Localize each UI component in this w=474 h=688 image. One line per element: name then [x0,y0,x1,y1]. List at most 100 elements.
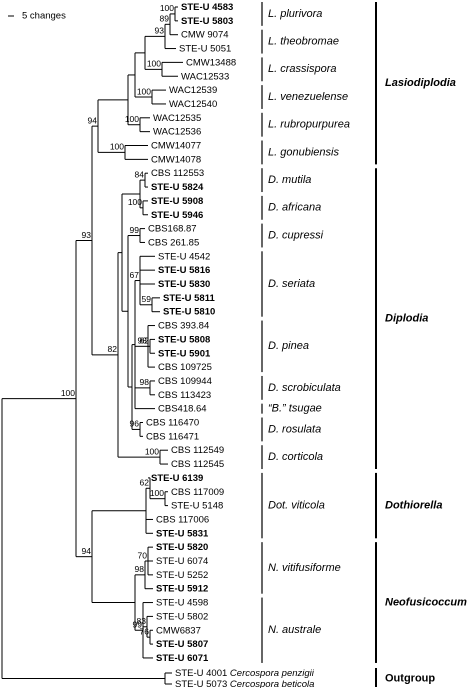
taxon-id: STE-U 5802 [156,611,208,622]
support-value: 83 [137,616,147,626]
species-label: D. pinea [268,340,309,352]
taxon-id: CBS168.87 [148,223,197,234]
taxon-id: STE-U 5816 [158,265,210,276]
taxon-label: STE-U 5908 [151,195,203,206]
taxon-label: CBS418.64 [158,403,207,414]
support-value: 98 [135,564,145,574]
taxon-id: STE-U 5830 [158,279,210,290]
taxon-label: STE-U 5830 [158,279,210,290]
taxon-id: STE-U 5073 [175,679,227,688]
taxon-label: WAC12540 [169,98,217,109]
taxon-id: STE-U 5252 [156,569,208,580]
support-value: 70 [138,550,148,560]
taxon-label: STE-U 4598 [156,597,208,608]
taxon-label: CBS 112545 [171,459,224,470]
taxon-id: STE-U 4583 [181,2,233,13]
support-value: 96 [130,419,140,429]
species-label: L. theobromae [268,36,339,48]
support-value: 100 [61,388,75,398]
branches [1,6,183,685]
taxon-label: STE-U 5912 [156,583,208,594]
taxon-id: STE-U 5908 [151,195,203,206]
taxon-species: Cercospora beticola [230,679,315,688]
species-label: D. mutila [268,174,311,186]
support-value: 93 [155,26,165,36]
taxon-label: STE-U 5808 [158,334,210,345]
support-value: 100 [160,3,174,13]
support-value: 98 [138,336,148,346]
support-value: 62 [140,336,150,346]
species-label: D. rosulata [268,423,321,435]
species-label: D. scrobiculata [268,382,341,394]
taxon-id: STE-U 5912 [156,583,208,594]
taxon-id: STE-U 5946 [151,209,203,220]
taxon-id: WAC12536 [153,126,201,137]
taxon-label: STE-U 5802 [156,611,208,622]
support-value: 94 [82,546,92,556]
taxon-id: WAC12540 [169,98,217,109]
taxon-id: STE-U 5803 [181,15,233,26]
support-value: 100 [147,59,161,69]
species-label: N. australe [268,624,321,636]
taxon-id: STE-U 4542 [158,251,210,262]
taxon-species: Cercospora penzigii [230,668,315,679]
taxon-label: STE-U 5811 [163,292,215,303]
taxon-label: STE-U 5901 [158,348,211,359]
taxon-id: CMW6837 [156,625,201,636]
taxon-id: CBS 117009 [171,486,224,497]
species-label: Dot. viticola [268,500,325,512]
taxon-label: STE-U 5824 [151,182,204,193]
taxon-label: STE-U 4583 [181,2,233,13]
taxon-id: CBS 112545 [171,459,224,470]
taxon-label: STE-U 5820 [156,542,208,553]
taxon-id: STE-U 5820 [156,542,208,553]
taxon-id: STE-U 6071 [156,652,209,663]
taxon-id: CBS 112549 [171,445,224,456]
taxon-label: STE-U 4542 [158,251,210,262]
taxon-label: STE-U 6074 [156,556,208,567]
taxon-id: CBS 109725 [158,362,212,373]
support-value: 82 [108,344,118,354]
genus-label: Dothiorella [385,500,442,512]
taxon-label: WAC12535 [153,112,201,123]
support-value: 84 [135,169,145,179]
taxon-id: CBS 117006 [156,514,209,525]
species-label: L. gonubiensis [268,146,339,158]
species-label: D. africana [268,202,321,214]
species-label: L. plurivora [268,8,322,20]
taxon-id: CBS 261.85 [148,237,199,248]
taxon-id: CBS 116471 [146,431,199,442]
taxon-id: STE-U 6139 [151,472,203,483]
support-value: 100 [150,488,164,498]
taxon-id: STE-U 5824 [151,182,204,193]
taxon-id: CBS 112553 [151,168,204,179]
species-label: D. seriata [268,278,315,290]
taxon-id: CMW14077 [151,140,201,151]
support-value: 99 [133,620,143,630]
taxon-id: CBS 116470 [146,417,199,428]
taxon-id: STE-U 5811 [163,292,215,303]
taxon-label: STE-U 5946 [151,209,203,220]
taxon-label: CMW13488 [186,57,236,68]
scale-label: 5 changes [22,11,66,22]
taxon-id: WAC12533 [181,71,229,82]
species-label: D. corticola [268,451,323,463]
support-value: 94 [88,115,98,125]
taxon-label: STE-U 5803 [181,15,233,26]
taxon-id: CBS 113423 [158,389,211,400]
taxon-label: STE-U 4001 Cercospora penzigii [175,668,315,679]
taxon-label: CBS 112549 [171,445,224,456]
taxon-id: STE-U 5808 [158,334,210,345]
species-label: L. crassispora [268,63,336,75]
species-label: N. vitifusiforme [268,562,341,574]
taxon-label: STE-U 6071 [156,652,209,663]
species-label: “B.” tsugae [268,403,322,415]
taxon-id: CBS 109944 [158,375,212,386]
support-value: 100 [125,114,139,124]
support-value: 100 [145,446,159,456]
support-value: 93 [82,230,92,240]
taxon-id: CBS418.64 [158,403,207,414]
support-value: 62 [140,478,150,488]
taxon-label: CBS 261.85 [148,237,199,248]
taxon-label: CBS 109944 [158,375,212,386]
